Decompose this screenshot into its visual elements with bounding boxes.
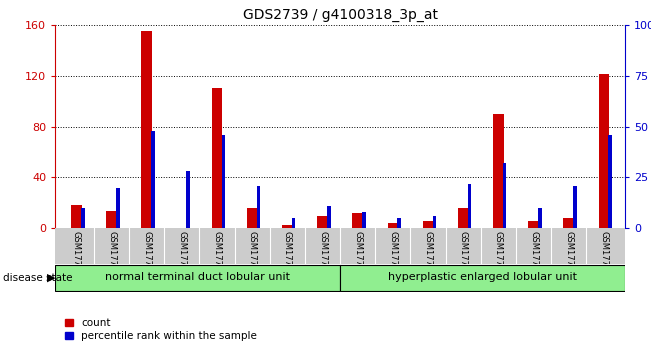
Bar — [282, 224, 293, 228]
Text: GSM177452: GSM177452 — [564, 231, 573, 282]
Text: GSM177459: GSM177459 — [248, 231, 256, 282]
Bar — [458, 208, 469, 228]
Bar — [433, 216, 436, 228]
Bar — [71, 205, 82, 228]
Title: GDS2739 / g4100318_3p_at: GDS2739 / g4100318_3p_at — [243, 8, 437, 22]
Bar — [468, 183, 471, 228]
Bar — [422, 221, 434, 228]
Text: GSM177448: GSM177448 — [424, 231, 432, 282]
Bar — [327, 206, 331, 228]
Bar — [340, 265, 625, 291]
Bar — [387, 223, 398, 228]
Bar — [563, 218, 574, 228]
Text: hyperplastic enlarged lobular unit: hyperplastic enlarged lobular unit — [388, 272, 577, 282]
Bar — [221, 135, 225, 228]
Text: GSM177458: GSM177458 — [213, 231, 221, 282]
Bar — [398, 218, 401, 228]
Bar — [598, 74, 609, 228]
Bar — [292, 218, 296, 228]
Text: GSM177449: GSM177449 — [459, 231, 467, 282]
Bar — [247, 208, 258, 228]
Bar — [352, 213, 363, 228]
Text: GSM177446: GSM177446 — [353, 231, 362, 282]
Text: GSM177455: GSM177455 — [107, 231, 116, 282]
Bar — [141, 31, 152, 228]
Bar — [106, 211, 117, 228]
Bar — [609, 135, 612, 228]
Text: GSM177454: GSM177454 — [72, 231, 81, 282]
Legend: count, percentile rank within the sample: count, percentile rank within the sample — [61, 314, 262, 345]
Text: normal terminal duct lobular unit: normal terminal duct lobular unit — [105, 272, 290, 282]
Text: disease state: disease state — [3, 273, 73, 283]
Text: GSM177451: GSM177451 — [529, 231, 538, 282]
Bar — [538, 208, 542, 228]
Bar — [503, 163, 506, 228]
Bar — [363, 212, 366, 228]
Bar — [574, 185, 577, 228]
Bar — [55, 265, 340, 291]
Bar — [212, 88, 223, 228]
Bar — [116, 188, 120, 228]
Text: GSM177460: GSM177460 — [283, 231, 292, 282]
Bar — [317, 216, 328, 228]
Text: GSM177456: GSM177456 — [143, 231, 151, 282]
Text: GSM177461: GSM177461 — [318, 231, 327, 282]
Bar — [493, 114, 504, 228]
Bar — [151, 131, 155, 228]
Text: GSM177453: GSM177453 — [600, 231, 609, 282]
Text: GSM177457: GSM177457 — [178, 231, 186, 282]
Text: GSM177450: GSM177450 — [494, 231, 503, 282]
Text: ▶: ▶ — [47, 273, 55, 283]
Bar — [186, 171, 190, 228]
Bar — [256, 185, 260, 228]
Text: GSM177447: GSM177447 — [389, 231, 397, 282]
Bar — [528, 221, 539, 228]
Bar — [81, 208, 85, 228]
